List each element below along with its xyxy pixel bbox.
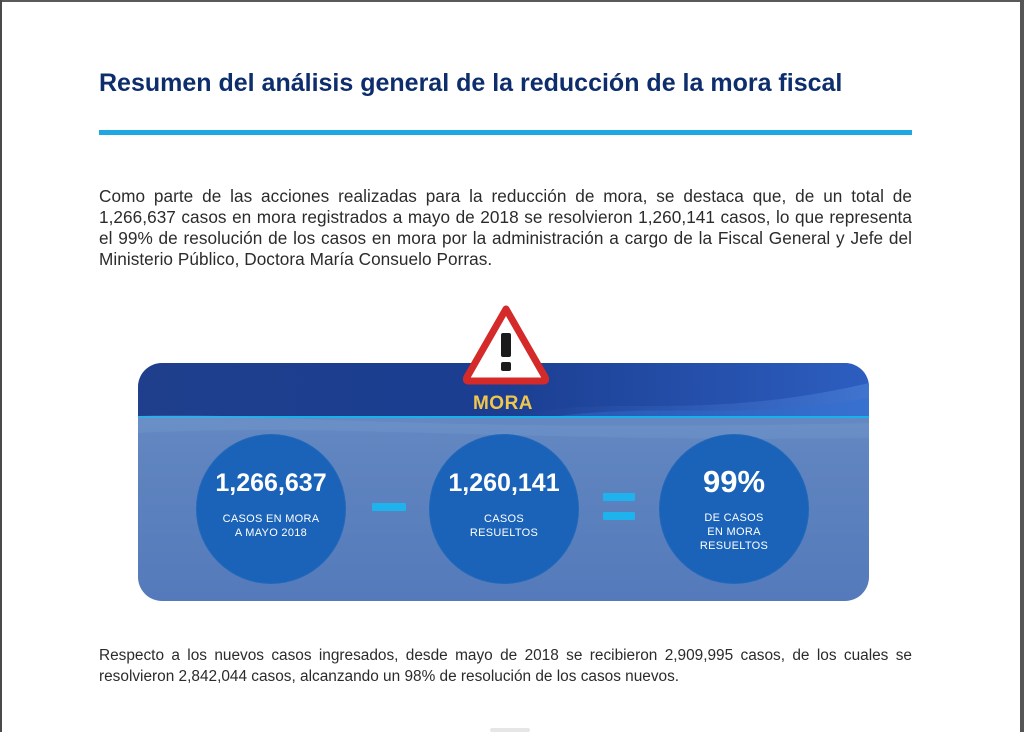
stat-label-line: RESUELTOS — [699, 540, 769, 552]
stat-circle-total-mora: 1,266,637 CASOS EN MORA A MAYO 2018 — [196, 434, 346, 584]
stat-label-line: A MAYO 2018 — [234, 527, 308, 539]
stat-label: CASOS EN MORA A MAYO 2018 — [196, 512, 346, 540]
minus-operator — [372, 503, 406, 511]
banner-wave-decoration — [138, 383, 869, 439]
equals-operator-bottom — [603, 512, 635, 520]
closing-paragraph: Respecto a los nuevos casos ingresados, … — [99, 647, 912, 685]
viewer-top-edge — [0, 0, 1024, 2]
viewer-scrollbar[interactable] — [1020, 0, 1024, 732]
page-title: Resumen del análisis general de la reduc… — [99, 69, 843, 97]
stat-value: 99% — [702, 464, 766, 499]
title-underline — [99, 130, 912, 135]
equals-operator-top — [603, 493, 635, 501]
stat-value: 1,266,637 — [215, 469, 327, 497]
stat-value: 1,260,141 — [448, 469, 560, 497]
stat-circle-resolved: 1,260,141 CASOS RESUELTOS — [429, 434, 579, 584]
mora-label: MORA — [472, 393, 534, 414]
stat-label-line: EN MORA — [707, 526, 761, 538]
viewer-left-edge — [0, 0, 2, 732]
stat-label-line: CASOS — [483, 513, 524, 525]
stat-label: DE CASOS EN MORA RESUELTOS — [659, 511, 809, 553]
intro-paragraph: Como parte de las acciones realizadas pa… — [99, 186, 912, 269]
stat-circle-percent: 99% DE CASOS EN MORA RESUELTOS — [659, 434, 809, 584]
stat-label-line: CASOS EN MORA — [222, 513, 320, 525]
stat-label-line: DE CASOS — [704, 512, 764, 524]
page-bottom-mark — [490, 728, 530, 732]
stat-label: CASOS RESUELTOS — [429, 512, 579, 540]
warning-icon — [463, 305, 549, 385]
stat-label-line: RESUELTOS — [469, 527, 539, 539]
